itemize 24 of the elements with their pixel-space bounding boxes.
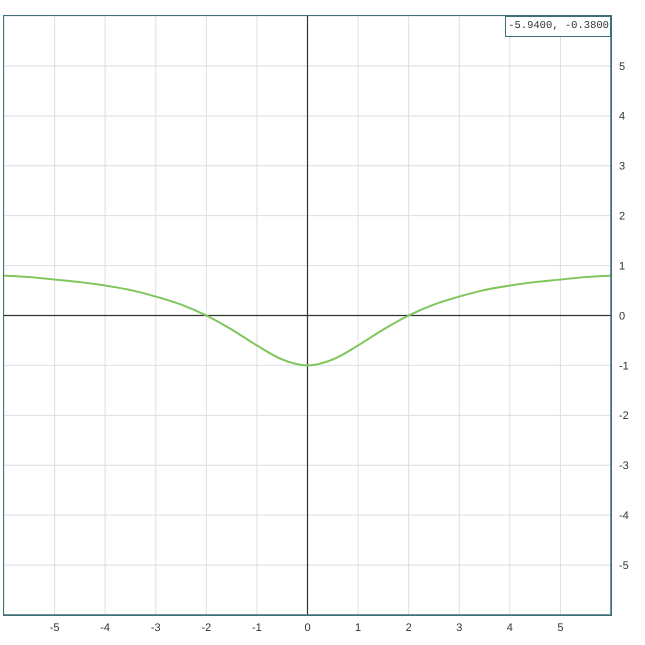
y-tick-label: 5 <box>619 60 626 73</box>
x-tick-label: 0 <box>304 622 311 634</box>
x-tick-label: 3 <box>456 622 462 634</box>
x-tick-label: -5 <box>50 622 60 634</box>
y-tick-label: 1 <box>619 260 626 272</box>
y-tick-label: 4 <box>619 110 626 123</box>
annotation: -5.9400, -0.3800 <box>505 16 611 37</box>
x-tick-label: -1 <box>252 622 262 634</box>
line-series <box>4 274 611 366</box>
x-tick-label: 2 <box>406 622 412 634</box>
x-tick-label: -2 <box>201 622 212 634</box>
y-tick-label: -1 <box>619 360 629 372</box>
x-tick-label: 4 <box>506 622 513 634</box>
x-tick-label: -4 <box>100 622 110 634</box>
x-tick-label: -3 <box>150 622 161 634</box>
y-tick-label: -3 <box>619 460 629 472</box>
y-tick-label: 3 <box>619 160 626 173</box>
y-tick-label: 0 <box>619 310 626 322</box>
x-tick-label: 5 <box>557 622 564 634</box>
y-tick-label: -2 <box>619 410 629 422</box>
y-tick-label: 2 <box>619 210 626 223</box>
y-tick-label: -5 <box>619 560 629 572</box>
y-tick-label: -4 <box>619 510 629 522</box>
x-tick-label: 1 <box>355 622 362 634</box>
